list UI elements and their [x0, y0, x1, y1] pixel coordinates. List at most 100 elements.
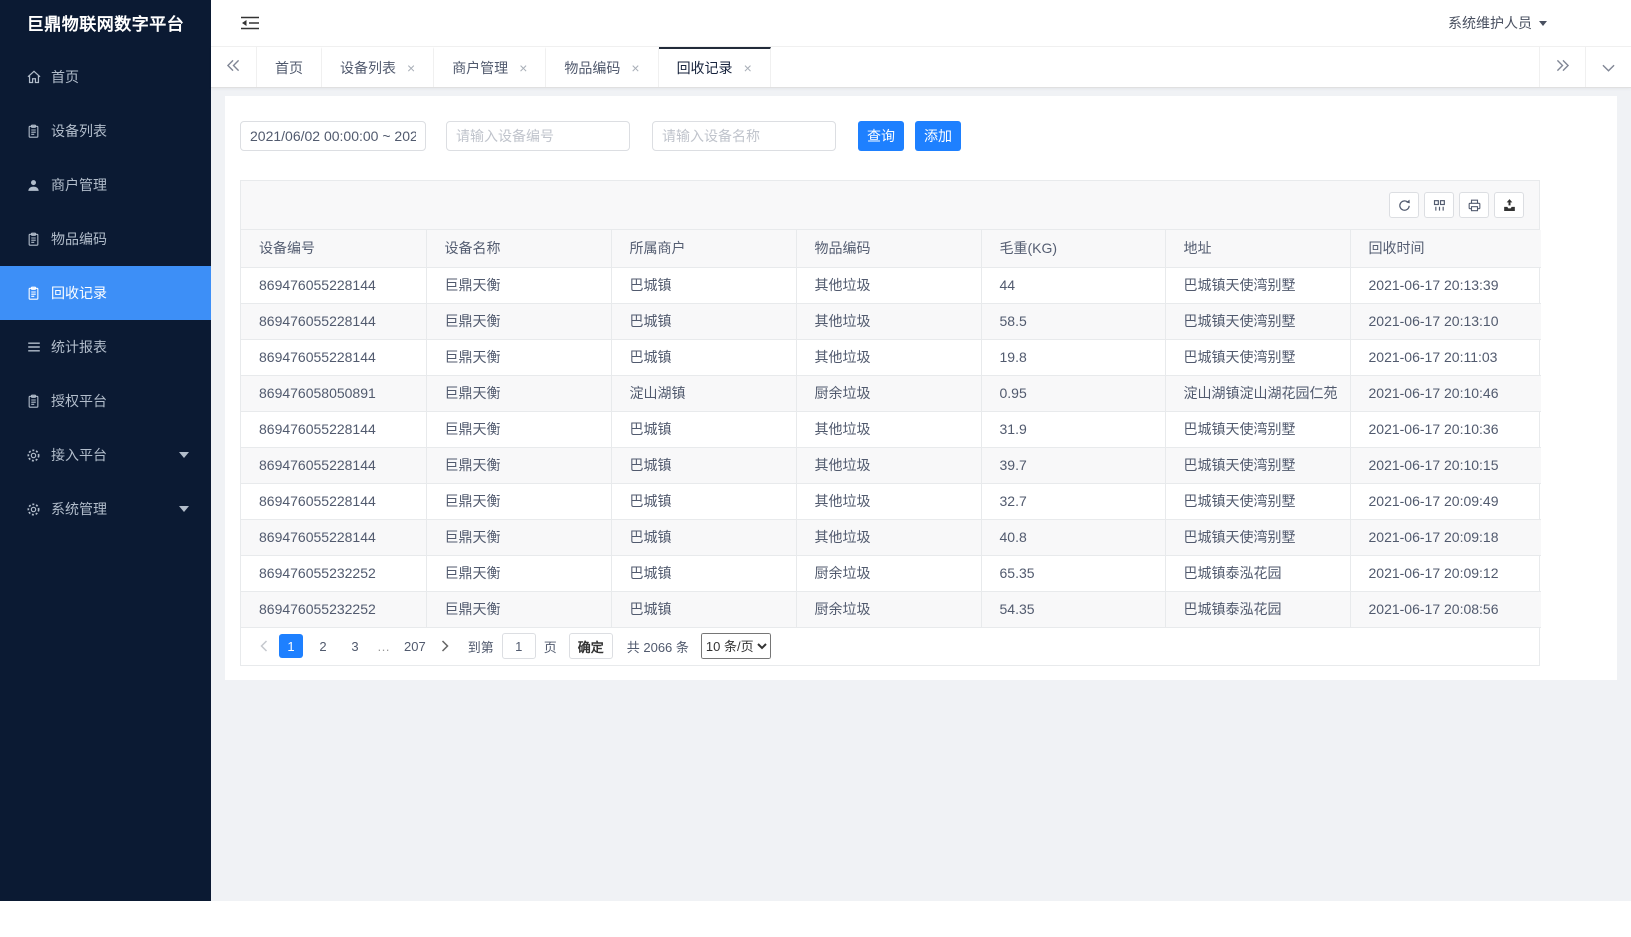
- table-toolbar: [241, 181, 1539, 230]
- sidebar-item-authorization-platform[interactable]: 授权平台: [0, 374, 211, 428]
- page-button-2[interactable]: 2: [319, 638, 327, 654]
- tab-merchant-management[interactable]: 商户管理 ×: [434, 47, 547, 87]
- previous-page-button[interactable]: [253, 634, 275, 658]
- cell-device-name: 巨鼎天衡: [426, 591, 612, 628]
- next-page-button[interactable]: [434, 634, 456, 658]
- date-range-input[interactable]: [240, 121, 426, 151]
- cell-device-name: 巨鼎天衡: [426, 555, 612, 592]
- tab-device-list[interactable]: 设备列表 ×: [322, 47, 435, 87]
- device-name-input[interactable]: [652, 121, 836, 151]
- cell-device-no: 869476055232252: [241, 591, 427, 628]
- tabs-scroll-right-button[interactable]: [1539, 47, 1585, 87]
- column-header-device-name: 设备名称: [426, 230, 612, 268]
- column-header-recycle-time: 回收时间: [1350, 230, 1541, 268]
- close-icon[interactable]: ×: [743, 60, 752, 76]
- sidebar-item-label: 接入平台: [51, 447, 107, 463]
- page-size-select[interactable]: 10 条/页: [700, 633, 771, 659]
- app-root: 巨鼎物联网数字平台 首页 设备列表 商户管理 物品编码 回收记录 统计报表 授权平台 接入平台…: [0, 0, 1631, 901]
- cell-gross-weight: 58.5: [981, 303, 1166, 340]
- table-row: 869476055232252 巨鼎天衡 巴城镇 厨余垃圾 65.35 巴城镇泰泓花园 20…: [241, 555, 1541, 592]
- refresh-button[interactable]: [1389, 192, 1419, 218]
- sidebar-item-label: 统计报表: [51, 339, 107, 355]
- cell-merchant: 巴城镇: [611, 591, 797, 628]
- cell-merchant: 巴城镇: [611, 339, 797, 376]
- print-button[interactable]: [1459, 192, 1489, 218]
- cell-merchant: 巴城镇: [611, 447, 797, 484]
- cell-gross-weight: 39.7: [981, 447, 1166, 484]
- sidebar-item-merchant-management[interactable]: 商户管理: [0, 158, 211, 212]
- sidebar-item-recycle-records[interactable]: 回收记录: [0, 266, 211, 320]
- cell-address: 巴城镇天使湾别墅: [1165, 303, 1351, 340]
- page-button-1[interactable]: 1: [279, 634, 303, 658]
- table-row: 869476058050891 巨鼎天衡 淀山湖镇 厨余垃圾 0.95 淀山湖镇淀山湖花园…: [241, 375, 1541, 412]
- user-icon: [25, 177, 42, 194]
- sidebar-item-label: 首页: [51, 69, 79, 85]
- cell-gross-weight: 44: [981, 267, 1166, 304]
- cell-device-no: 869476055228144: [241, 267, 427, 304]
- print-icon: [1467, 198, 1482, 213]
- column-header-merchant: 所属商户: [611, 230, 797, 268]
- column-header-device-no: 设备编号: [241, 230, 427, 268]
- sidebar-item-access-platform[interactable]: 接入平台: [0, 428, 211, 482]
- sidebar-item-system-management[interactable]: 系统管理: [0, 482, 211, 536]
- tab-recycle-records[interactable]: 回收记录 ×: [658, 47, 771, 87]
- sidebar-collapse-icon[interactable]: [240, 15, 260, 31]
- close-icon[interactable]: ×: [631, 60, 640, 76]
- cell-address: 巴城镇天使湾别墅: [1165, 411, 1351, 448]
- cell-item-code: 其他垃圾: [796, 411, 982, 448]
- sidebar-item-item-code[interactable]: 物品编码: [0, 212, 211, 266]
- cell-item-code: 其他垃圾: [796, 339, 982, 376]
- tab-label: 设备列表: [340, 60, 396, 76]
- columns-icon: [1432, 198, 1447, 213]
- cell-gross-weight: 31.9: [981, 411, 1166, 448]
- page-ellipsis: …: [377, 638, 390, 654]
- tab-home[interactable]: 首页: [257, 47, 322, 87]
- close-icon[interactable]: ×: [407, 60, 416, 76]
- table-row: 869476055228144 巨鼎天衡 巴城镇 其他垃圾 32.7 巴城镇天使湾别墅 20…: [241, 483, 1541, 520]
- export-button[interactable]: [1494, 192, 1524, 218]
- goto-page-input[interactable]: [501, 633, 536, 659]
- menu-lines-icon: [25, 339, 42, 356]
- tab-label: 商户管理: [452, 60, 509, 76]
- cell-device-no: 869476055228144: [241, 411, 427, 448]
- page-button-3[interactable]: 3: [351, 638, 359, 654]
- columns-button[interactable]: [1424, 192, 1454, 218]
- device-no-input[interactable]: [446, 121, 630, 151]
- query-button[interactable]: 查询: [858, 121, 904, 151]
- cell-merchant: 巴城镇: [611, 303, 797, 340]
- confirm-button[interactable]: 确定: [568, 633, 613, 659]
- tab-item-code[interactable]: 物品编码 ×: [546, 47, 659, 87]
- filter-bar: 查询 添加: [240, 121, 1602, 151]
- column-header-gross-weight: 毛重(KG): [981, 230, 1166, 268]
- cell-address: 巴城镇天使湾别墅: [1165, 339, 1351, 376]
- tab-label: 物品编码: [564, 60, 621, 76]
- user-menu[interactable]: 系统维护人员: [1448, 13, 1547, 33]
- sidebar-item-statistics-reports[interactable]: 统计报表: [0, 320, 211, 374]
- sidebar-item-label: 回收记录: [51, 285, 107, 301]
- cell-item-code: 其他垃圾: [796, 483, 982, 520]
- cell-merchant: 淀山湖镇: [611, 375, 797, 412]
- cell-item-code: 其他垃圾: [796, 519, 982, 556]
- cell-gross-weight: 19.8: [981, 339, 1166, 376]
- sidebar-item-label: 设备列表: [51, 123, 107, 139]
- cell-merchant: 巴城镇: [611, 555, 797, 592]
- add-button[interactable]: 添加: [915, 121, 961, 151]
- home-icon: [25, 69, 42, 86]
- tab-label: 首页: [275, 60, 303, 76]
- cell-recycle-time: 2021-06-17 20:10:36: [1350, 411, 1541, 448]
- tabs-scroll-left-button[interactable]: [211, 47, 257, 87]
- sidebar-item-label: 商户管理: [51, 177, 107, 193]
- table-header-row: 设备编号 设备名称 所属商户 物品编码 毛重(KG) 地址 回收时间: [241, 230, 1541, 268]
- tabs-list: 首页 设备列表 × 商户管理 × 物品编码 × 回收记录 ×: [257, 47, 771, 87]
- sidebar-item-device-list[interactable]: 设备列表: [0, 104, 211, 158]
- sidebar-item-home[interactable]: 首页: [0, 50, 211, 104]
- total-count-label: 共 2066 条: [626, 639, 689, 655]
- close-icon[interactable]: ×: [519, 60, 528, 76]
- main-area: 系统维护人员 首页 设备列表 × 商户管理 × 物品编码 × 回收记录 × 查询 添加: [211, 0, 1631, 901]
- cell-device-name: 巨鼎天衡: [426, 519, 612, 556]
- column-header-item-code: 物品编码: [796, 230, 982, 268]
- table-row: 869476055228144 巨鼎天衡 巴城镇 其他垃圾 40.8 巴城镇天使湾别墅 20…: [241, 519, 1541, 556]
- page-button-207[interactable]: 207: [404, 638, 426, 654]
- tabs-menu-button[interactable]: [1585, 47, 1631, 87]
